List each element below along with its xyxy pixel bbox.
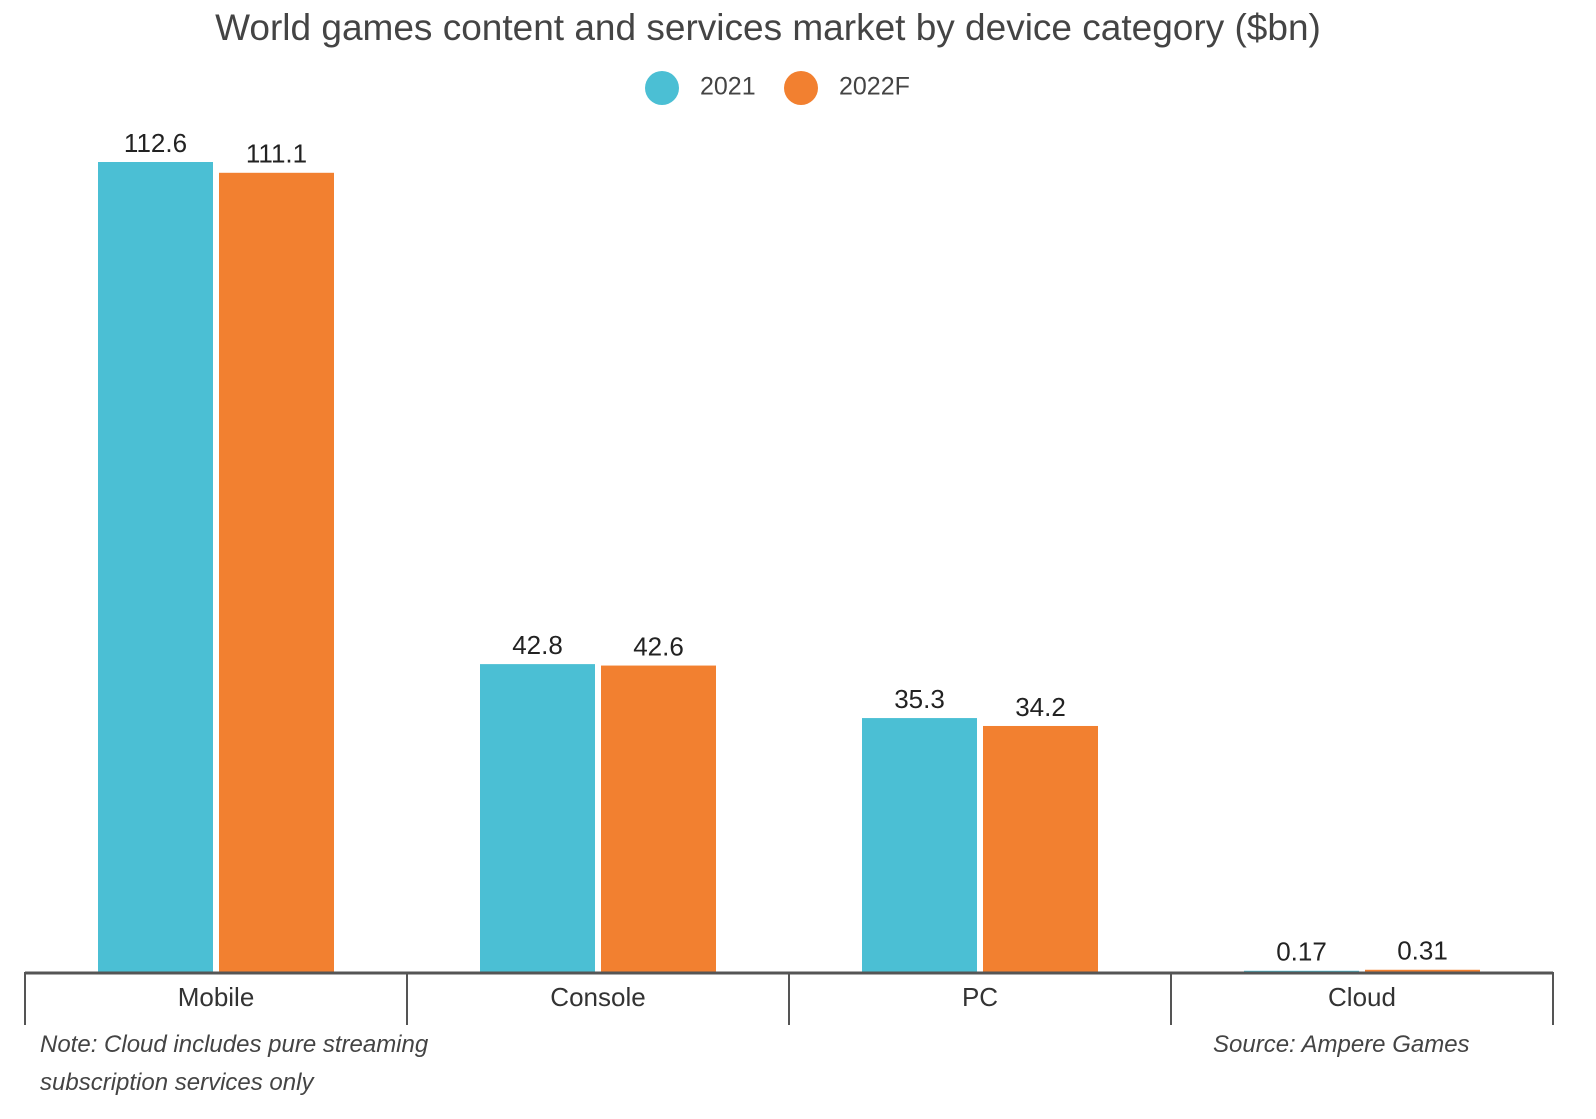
legend-label: 2021 — [700, 73, 756, 101]
legend-swatch — [645, 71, 679, 105]
bar — [219, 172, 334, 972]
bar — [98, 162, 213, 972]
x-tick-label: Console — [550, 982, 645, 1012]
x-tick-label: Mobile — [178, 982, 255, 1012]
value-label: 42.8 — [512, 630, 563, 660]
value-label: 35.3 — [894, 684, 945, 714]
value-label: 0.31 — [1397, 936, 1448, 966]
value-label: 42.6 — [633, 631, 684, 661]
value-label: 0.17 — [1276, 937, 1327, 967]
value-label: 34.2 — [1015, 692, 1066, 722]
source: Source: Ampere Games — [1213, 1031, 1470, 1058]
chart-title: World games content and services market … — [215, 7, 1321, 48]
x-tick-label: PC — [962, 982, 998, 1012]
x-tick-label: Cloud — [1328, 982, 1396, 1012]
bar — [862, 718, 977, 972]
bar — [1244, 970, 1359, 972]
bar — [480, 664, 595, 972]
bar — [1365, 969, 1480, 972]
bar — [983, 725, 1098, 972]
legend-label: 2022F — [839, 73, 910, 101]
value-label: 112.6 — [124, 128, 187, 158]
note: Note: Cloud includes pure streaming subs… — [40, 1031, 429, 1096]
value-label: 111.1 — [246, 139, 307, 169]
legend-swatch — [784, 71, 818, 105]
bar — [601, 665, 716, 972]
